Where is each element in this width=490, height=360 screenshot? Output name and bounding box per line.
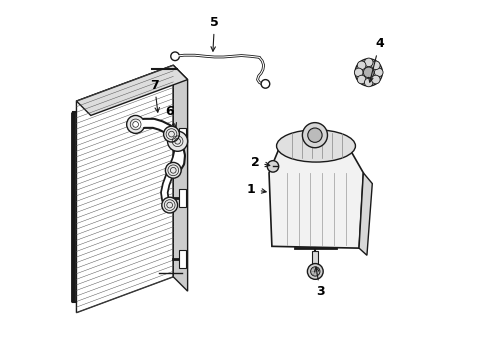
Text: 6: 6: [166, 105, 176, 127]
Bar: [179, 189, 186, 207]
Text: 5: 5: [210, 16, 219, 51]
Text: 7: 7: [150, 78, 159, 112]
Polygon shape: [173, 65, 188, 291]
Circle shape: [162, 197, 177, 213]
Circle shape: [302, 123, 327, 148]
Circle shape: [267, 161, 279, 172]
Circle shape: [357, 75, 366, 84]
Bar: [313, 251, 318, 270]
Circle shape: [371, 75, 380, 84]
Circle shape: [168, 131, 188, 151]
Text: 1: 1: [247, 183, 266, 195]
Circle shape: [355, 59, 382, 86]
Circle shape: [261, 80, 270, 88]
Circle shape: [365, 58, 373, 67]
Polygon shape: [359, 173, 372, 255]
Circle shape: [164, 126, 179, 142]
Circle shape: [166, 162, 181, 178]
Circle shape: [171, 52, 179, 60]
Circle shape: [311, 267, 320, 276]
Bar: [179, 250, 186, 268]
Circle shape: [374, 68, 383, 77]
Text: 3: 3: [315, 267, 324, 298]
Polygon shape: [269, 144, 364, 248]
Ellipse shape: [276, 130, 355, 162]
Bar: [179, 128, 186, 146]
Circle shape: [364, 67, 374, 78]
Circle shape: [307, 264, 323, 279]
Text: 4: 4: [368, 37, 384, 82]
Circle shape: [371, 61, 380, 69]
Text: 2: 2: [250, 156, 270, 168]
Circle shape: [357, 61, 366, 69]
Circle shape: [126, 116, 145, 134]
Circle shape: [308, 128, 322, 142]
Polygon shape: [76, 65, 188, 116]
Polygon shape: [76, 65, 173, 313]
Circle shape: [365, 78, 373, 87]
Circle shape: [354, 68, 363, 77]
